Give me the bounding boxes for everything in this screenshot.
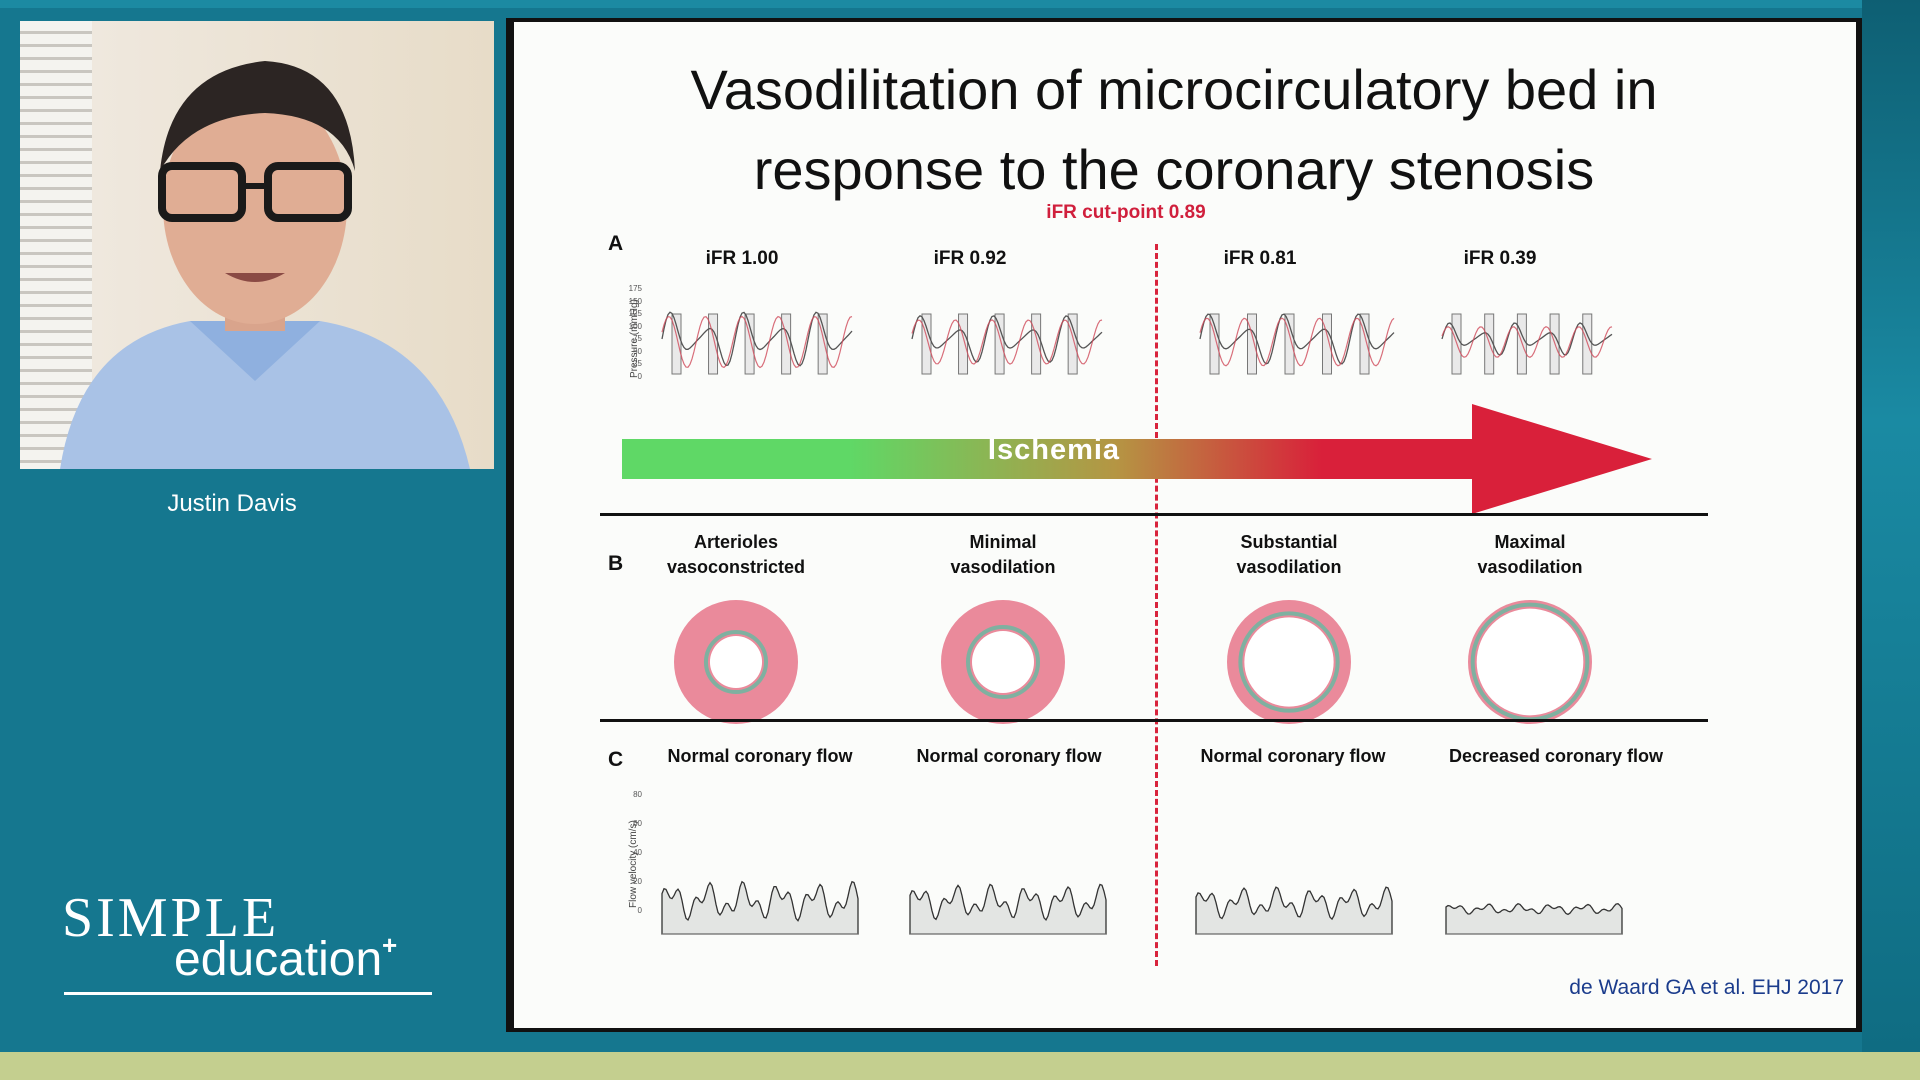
flow-tick: 60 bbox=[633, 819, 642, 828]
flow-wave-2 bbox=[909, 883, 1107, 935]
flow-wave-1 bbox=[661, 880, 859, 935]
bottom-band bbox=[0, 1052, 1920, 1080]
state-label-1-line2: vasoconstricted bbox=[666, 557, 806, 577]
background-strip bbox=[0, 0, 1920, 8]
pressure-waveforms bbox=[661, 311, 1613, 375]
vessel-1 bbox=[674, 600, 798, 724]
slide-title-line1: Vasodilitation of microcirculatory bed i… bbox=[690, 58, 1658, 121]
flow-tick: 20 bbox=[633, 877, 642, 886]
speaker-name: Justin Davis bbox=[167, 490, 297, 517]
vessel-4 bbox=[1468, 600, 1592, 724]
panel-c-letter: C bbox=[608, 748, 624, 771]
ischemia-arrow bbox=[622, 404, 1652, 514]
state-label-4: Maximal vasodilation bbox=[1430, 530, 1630, 580]
pressure-wave-4 bbox=[1441, 313, 1613, 375]
flow-label-3: Normal coronary flow bbox=[1200, 746, 1386, 766]
flow-label-1: Normal coronary flow bbox=[667, 746, 853, 766]
slide-title-line2: response to the coronary stenosis bbox=[753, 138, 1595, 201]
panel-a-letter: A bbox=[608, 232, 624, 255]
flow-label-2: Normal coronary flow bbox=[916, 746, 1102, 766]
pressure-tick: 0 bbox=[637, 371, 642, 381]
pressure-tick: 125 bbox=[628, 309, 642, 318]
flow-tick: 80 bbox=[633, 790, 642, 799]
cutpoint-label: iFR cut-point 0.89 bbox=[1046, 202, 1206, 223]
ischemia-label: Ischemia bbox=[987, 434, 1121, 466]
vessel-3 bbox=[1227, 600, 1351, 724]
state-label-3-line2: vasodilation bbox=[1236, 557, 1342, 577]
video-window-blinds bbox=[20, 21, 92, 469]
slide-title: Vasodilitation of microcirculatory bed i… bbox=[514, 50, 1856, 210]
background-edge bbox=[1862, 0, 1920, 1052]
pressure-tick: 150 bbox=[628, 296, 642, 306]
flow-wave-3 bbox=[1195, 886, 1393, 935]
pressure-tick: 25 bbox=[633, 359, 642, 368]
flow-waveforms bbox=[661, 880, 1623, 935]
logo-simple-text: SIMPLE bbox=[62, 887, 280, 949]
speaker-video[interactable] bbox=[20, 21, 494, 469]
flow-tick: 0 bbox=[637, 906, 642, 915]
pressure-wave-1 bbox=[661, 311, 853, 375]
state-label-2-line1: Minimal bbox=[969, 532, 1037, 552]
vessel-cross-sections bbox=[674, 600, 1592, 724]
panel-b-letter: B bbox=[608, 552, 624, 575]
flow-axis-label: Flow velocity (cm/s) bbox=[628, 820, 639, 908]
ifr-label-4: iFR 0.39 bbox=[1463, 248, 1537, 269]
state-label-3-line1: Substantial bbox=[1240, 532, 1338, 552]
state-label-1: Arterioles vasoconstricted bbox=[636, 530, 836, 580]
state-label-3: Substantial vasodilation bbox=[1189, 530, 1389, 580]
flow-label-4: Decreased coronary flow bbox=[1448, 746, 1664, 766]
logo-education-text: education bbox=[174, 933, 383, 986]
presentation-slide: Vasodilitation of microcirculatory bed i… bbox=[514, 22, 1856, 1028]
state-label-2-line2: vasodilation bbox=[950, 557, 1056, 577]
divider-a-b bbox=[600, 513, 1708, 516]
cutpoint-dashed-line bbox=[1155, 244, 1158, 966]
vessel-2 bbox=[941, 600, 1065, 724]
pressure-tick: 50 bbox=[633, 346, 642, 356]
pressure-wave-3 bbox=[1199, 313, 1395, 375]
state-label-2: Minimal vasodilation bbox=[903, 530, 1103, 580]
ifr-label-1: iFR 1.00 bbox=[705, 248, 779, 269]
citation: de Waard GA et al. EHJ 2017 bbox=[1569, 976, 1844, 999]
pressure-tick: 75 bbox=[633, 334, 642, 343]
pressure-tick: 175 bbox=[628, 284, 642, 293]
state-label-4-line2: vasodilation bbox=[1477, 557, 1583, 577]
flow-wave-4 bbox=[1445, 902, 1623, 935]
state-label-1-line1: Arterioles bbox=[693, 532, 779, 552]
logo-plus-mark: + bbox=[382, 930, 398, 960]
state-label-4-line1: Maximal bbox=[1494, 532, 1566, 552]
ifr-label-2: iFR 0.92 bbox=[933, 248, 1007, 269]
logo-underline bbox=[64, 992, 432, 995]
speaker-avatar bbox=[60, 61, 470, 469]
pressure-wave-2 bbox=[911, 313, 1103, 375]
flow-tick: 40 bbox=[633, 848, 642, 857]
ifr-label-3: iFR 0.81 bbox=[1223, 248, 1297, 269]
pressure-tick: 100 bbox=[628, 321, 642, 331]
divider-b-c bbox=[600, 719, 1708, 722]
